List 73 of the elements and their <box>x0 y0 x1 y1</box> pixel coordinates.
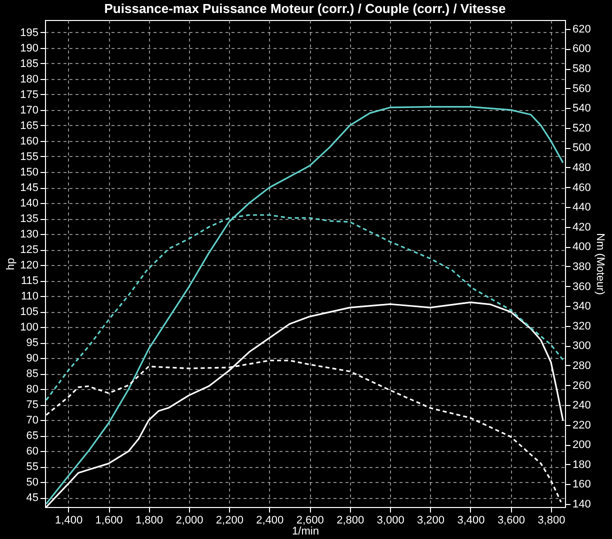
y2-tick-label: 440 <box>572 202 591 214</box>
y-tick-label: 50 <box>26 476 38 489</box>
y2-tick-label: 500 <box>572 142 591 154</box>
y-tick-label: 135 <box>20 213 38 226</box>
y-tick-label: 75 <box>26 399 38 412</box>
y2-tick-label: 420 <box>572 221 591 234</box>
y-tick-label: 120 <box>20 260 38 272</box>
x-tick-label: 2,600 <box>296 514 324 526</box>
x-tick-label: 2,400 <box>256 514 284 526</box>
y-tick-label: 145 <box>20 182 38 194</box>
x-tick-label: 2,200 <box>216 514 244 526</box>
y2-tick-label: 520 <box>572 122 591 134</box>
y-tick-label: 165 <box>20 120 38 132</box>
y-tick-label: 140 <box>20 198 38 210</box>
y2-tick-label: 380 <box>572 260 591 273</box>
y-tick-label: 130 <box>20 228 38 241</box>
y-tick-label: 65 <box>26 430 38 442</box>
y-tick-label: 105 <box>20 306 38 318</box>
y2-tick-label: 160 <box>572 478 591 491</box>
y-tick-label: 150 <box>20 166 38 178</box>
y2-tick-label: 200 <box>572 439 591 452</box>
x-axis-title: 1/min <box>292 526 319 538</box>
y-tick-label: 155 <box>20 150 38 163</box>
y-tick-label: 180 <box>20 73 38 86</box>
y-tick-label: 110 <box>20 290 38 303</box>
y-tick-label: 175 <box>20 88 38 101</box>
y-tick-label: 55 <box>26 461 38 474</box>
y2-tick-label: 460 <box>572 182 591 194</box>
y-tick-label: 125 <box>20 244 38 256</box>
x-tick-label: 2,000 <box>176 514 204 526</box>
y-tick-label: 190 <box>20 42 38 54</box>
y-tick-label: 115 <box>20 275 38 288</box>
y-tick-label: 80 <box>26 384 38 396</box>
y-tick-label: 185 <box>20 58 38 70</box>
y2-tick-label: 580 <box>572 63 591 75</box>
y2-tick-label: 220 <box>572 419 591 432</box>
y-tick-label: 95 <box>26 337 38 350</box>
y2-axis-title: Nm (Moteur) <box>594 233 606 295</box>
y-tick-label: 90 <box>26 352 38 365</box>
y2-tick-label: 180 <box>572 458 591 471</box>
x-tick-label: 1,600 <box>95 514 123 526</box>
y2-tick-label: 560 <box>572 82 591 95</box>
x-tick-label: 3,200 <box>417 514 445 526</box>
y-axis-title: hp <box>5 258 18 270</box>
x-tick-label: 3,600 <box>497 514 525 526</box>
y-tick-label: 195 <box>20 26 38 39</box>
x-tick-label: 3,000 <box>376 514 404 526</box>
y2-tick-label: 620 <box>572 23 591 36</box>
y2-tick-label: 240 <box>572 400 591 412</box>
y-tick-label: 70 <box>26 414 38 427</box>
chart-title: Puissance-max Puissance Moteur (corr.) / Couple (corr.) / Vitesse <box>104 1 506 16</box>
y2-tick-label: 400 <box>572 241 591 254</box>
y-tick-label: 170 <box>20 104 38 116</box>
y2-tick-label: 540 <box>572 102 591 115</box>
y-tick-label: 60 <box>26 446 38 458</box>
x-tick-label: 3,800 <box>538 514 566 526</box>
y-tick-label: 45 <box>26 492 38 504</box>
y-tick-label: 160 <box>20 135 38 148</box>
x-tick-label: 1,800 <box>135 514 164 526</box>
y2-tick-label: 340 <box>572 300 591 313</box>
y2-tick-label: 280 <box>572 360 591 372</box>
y2-tick-label: 300 <box>572 340 591 352</box>
x-tick-label: 3,400 <box>457 514 485 526</box>
y2-tick-label: 600 <box>572 43 591 56</box>
y-tick-label: 85 <box>26 368 38 380</box>
y2-tick-label: 140 <box>572 498 591 511</box>
y2-tick-label: 260 <box>572 380 591 392</box>
y-tick-label: 100 <box>20 322 38 334</box>
x-tick-label: 1,400 <box>55 514 83 526</box>
x-tick-label: 2,800 <box>336 514 364 526</box>
y2-tick-label: 320 <box>572 320 591 332</box>
y2-tick-label: 360 <box>572 280 591 293</box>
y2-tick-label: 480 <box>572 162 591 174</box>
